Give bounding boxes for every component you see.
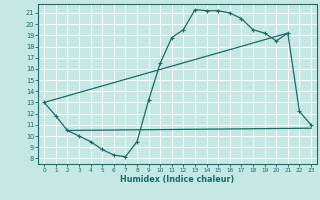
X-axis label: Humidex (Indice chaleur): Humidex (Indice chaleur) [120,175,235,184]
